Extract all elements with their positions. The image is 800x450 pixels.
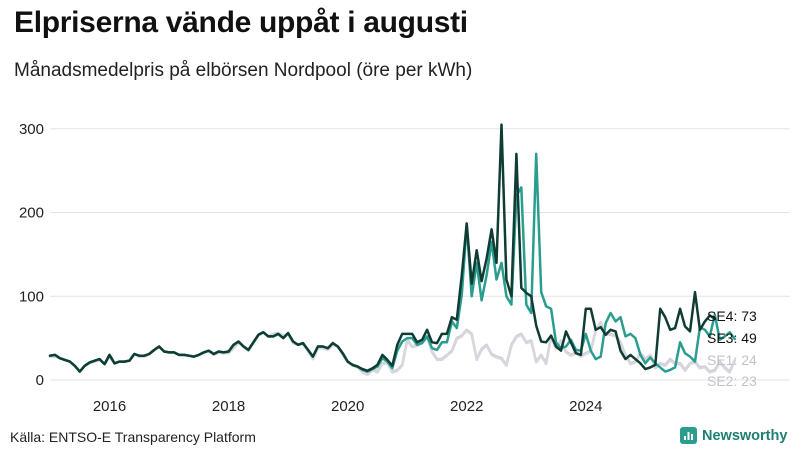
series-label-se2: SE2: 23 [707, 373, 757, 389]
x-tick-label: 2016 [93, 398, 126, 415]
series-line-se3 [48, 152, 736, 373]
series-label-se3: SE3: 49 [707, 330, 757, 346]
x-tick-label: 2022 [450, 398, 483, 415]
series-label-se1: SE1: 24 [707, 352, 757, 368]
x-tick-label: 2024 [569, 398, 602, 415]
y-tick-label: 100 [19, 288, 44, 305]
chart-subtitle: Månadsmedelpris på elbörsen Nordpool (ör… [14, 60, 473, 81]
y-tick-label: 200 [19, 205, 44, 222]
brand-logo: Newsworthy [680, 427, 787, 444]
chart-title: Elpriserna vände uppåt i augusti [14, 6, 468, 39]
x-tick-label: 2020 [331, 398, 364, 415]
x-tick-label: 2018 [212, 398, 245, 415]
bar-chart-icon [680, 427, 697, 444]
series-line-se4 [48, 123, 717, 373]
x-axis: 2016 2018 2020 2022 2024 [93, 398, 603, 415]
y-tick-label: 0 [36, 372, 44, 389]
grid-lines [50, 128, 790, 381]
y-axis: 0 100 200 300 [19, 121, 44, 389]
source-note: Källa: ENTSO-E Transparency Platform [10, 429, 256, 445]
series-label-se4: SE4: 73 [707, 308, 757, 324]
brand-name: Newsworthy [702, 427, 788, 444]
series-lines [48, 123, 736, 377]
y-tick-label: 300 [19, 121, 44, 138]
series-labels: SE2: 23 SE1: 24 SE3: 49 SE4: 73 [707, 308, 757, 389]
